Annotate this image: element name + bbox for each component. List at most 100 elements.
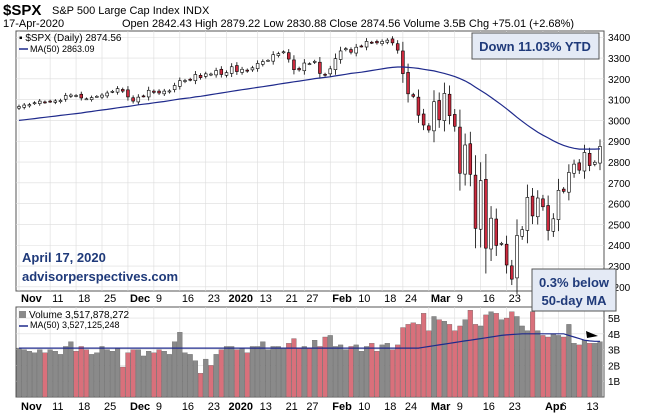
price-tick-label: 2500 [608,220,631,231]
x-tick-label: 2020 [229,293,253,305]
volume-bar [78,346,84,398]
price-candle [323,73,327,76]
price-candle [58,100,63,103]
site-annotation: advisorperspectives.com [22,269,178,284]
svg-text:Down 11.03% YTD: Down 11.03% YTD [479,39,591,54]
volume-bar [327,335,333,398]
volume-bar [566,324,572,398]
price-candle [416,96,421,116]
price-candle [157,90,161,94]
price-candle [510,265,514,280]
price-candle [240,68,244,73]
price-candle [271,54,275,62]
price-candle [406,72,410,95]
x-tick-label: 13 [260,293,272,305]
volume-bar [130,349,136,398]
x-tick-label: Dec [130,293,150,305]
volume-tick-label: 4B [608,330,621,341]
price-candle [110,91,115,93]
price-candle [276,53,281,56]
price-candle [484,179,488,249]
volume-bar [472,324,479,398]
volume-ma50-line [19,333,600,349]
price-candle [250,67,255,71]
x-tick-label: 11 [52,401,63,413]
x-tick-label: 11 [52,293,63,305]
x-tick-label: Apr [545,401,565,413]
volume-bar [426,330,432,398]
volume-bar [405,324,411,398]
symbol-title: $SPX [3,2,41,19]
volume-bar [441,321,447,398]
chg-label: Chg [469,18,489,30]
price-candle [74,95,78,97]
volume-bar [540,335,546,398]
volume-bar [99,346,105,398]
volume-bar [286,343,292,398]
price-candle [204,73,208,77]
below-ma-note: 0.3% below 50-day MA [531,268,617,312]
price-candle [593,161,597,165]
x-tick-label: 13 [260,401,272,413]
price-candle [312,61,317,63]
volume-bar [571,343,577,398]
price-candle [364,41,369,48]
price-candle [146,89,151,98]
x-tick-label: 9 [457,293,463,305]
volume-bar [447,324,453,398]
x-tick-label: 25 [104,293,116,305]
price-candle [121,89,125,92]
price-candle [266,60,270,62]
price-candle [172,85,177,90]
volume-bar [229,346,235,398]
price-candles [17,36,602,294]
volume-bar [151,352,157,398]
volume-bar [555,335,562,398]
x-tick-label: Mar [431,293,451,305]
volume-bar [493,313,499,398]
close-value: 2874.56 [361,18,401,30]
price-tick-label: 3000 [608,116,631,127]
price-candle [432,101,436,132]
volume-bar [63,346,69,398]
price-x-axis: Nov 11 18 25 Dec 9 16 23 2020 13 21 27 Feb 10 18 24 Mar 9… [21,293,599,305]
price-candle [84,98,89,101]
price-candle [131,97,135,102]
price-candle [328,68,332,75]
volume-bar [140,355,147,398]
price-candle [598,146,602,164]
volume-bar [213,354,219,398]
x-tick-label: 27 [306,293,318,305]
x-tick-label: 23 [509,401,521,413]
volume-bar [483,314,489,398]
price-candle [224,72,229,76]
price-candle [141,95,146,98]
volume-bar [498,319,504,398]
price-candle [198,75,203,78]
volume-bar [21,349,27,398]
price-tick-label: 2200 [608,283,631,294]
x-tick-label: 9 [457,401,463,413]
price-candle [395,43,400,51]
price-candle [115,88,120,93]
volume-bar [32,352,38,398]
volume-bar [125,352,131,398]
price-candle [209,73,213,76]
price-candle [473,174,478,229]
volume-bar [343,349,349,398]
price-candle [261,61,265,65]
price-candle [297,68,301,71]
x-tick-label: 9 [156,401,162,413]
price-candle [152,90,156,93]
volume-bar [519,325,525,398]
volume-bar [223,346,230,398]
volume-bar [369,343,375,398]
price-candle [193,74,198,82]
volume-bar [576,344,582,398]
header-date: 17-Apr-2020 [3,18,64,30]
volume-bar [291,338,297,398]
volume-bar [198,373,204,398]
volume-bar [561,336,567,398]
volume-bar [322,336,328,398]
volume-bar [42,352,48,398]
